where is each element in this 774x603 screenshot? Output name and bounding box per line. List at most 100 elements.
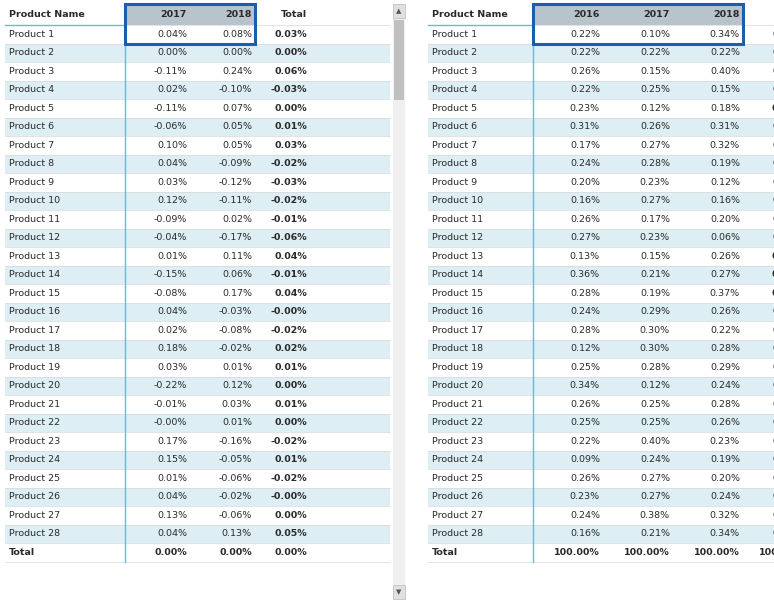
Text: -0.06%: -0.06% [270,233,307,242]
Text: 0.26%: 0.26% [640,122,670,131]
Bar [428,118,774,136]
Bar [673,4,743,25]
Text: 0.26%: 0.26% [772,400,774,409]
Text: 0.23%: 0.23% [640,233,670,242]
Text: 2017: 2017 [161,10,187,19]
Text: 0.23%: 0.23% [772,529,774,538]
Text: 0.06%: 0.06% [710,233,740,242]
Text: Product 25: Product 25 [432,474,483,483]
Text: 0.05%: 0.05% [222,122,252,131]
Text: 0.24%: 0.24% [570,308,600,316]
Text: 0.06%: 0.06% [274,67,307,76]
Text: 0.40%: 0.40% [640,437,670,446]
Bar [428,43,774,62]
Text: 0.21%: 0.21% [772,85,774,94]
Text: 0.23%: 0.23% [710,437,740,446]
Text: Total: Total [281,10,307,19]
Text: 0.27%: 0.27% [640,474,670,483]
Text: 0.05%: 0.05% [222,140,252,150]
Bar [428,358,774,376]
Text: 0.12%: 0.12% [157,196,187,205]
Text: 0.24%: 0.24% [570,511,600,520]
Text: 0.24%: 0.24% [710,492,740,501]
Text: -0.10%: -0.10% [218,85,252,94]
Bar [5,210,390,229]
Text: 0.23%: 0.23% [772,381,774,390]
Text: 0.06%: 0.06% [222,270,252,279]
Text: -0.06%: -0.06% [153,122,187,131]
Text: Product 21: Product 21 [9,400,60,409]
Text: Product 1: Product 1 [432,30,477,39]
Text: 0.27%: 0.27% [640,196,670,205]
Text: Total: Total [432,548,458,557]
Text: -0.09%: -0.09% [153,215,187,224]
Text: 0.04%: 0.04% [157,529,187,538]
Bar [428,265,774,284]
Text: Product 4: Product 4 [432,85,477,94]
Text: 0.20%: 0.20% [570,178,600,187]
Text: -0.03%: -0.03% [270,178,307,187]
Text: -0.15%: -0.15% [153,270,187,279]
Text: Product 28: Product 28 [432,529,483,538]
Text: 0.27%: 0.27% [710,270,740,279]
Text: 0.31%: 0.31% [570,122,600,131]
Bar [428,506,774,525]
Bar [428,210,774,229]
Text: 0.01%: 0.01% [274,400,307,409]
Text: Product 21: Product 21 [432,400,483,409]
Text: 0.19%: 0.19% [710,455,740,464]
Text: -0.02%: -0.02% [270,326,307,335]
Text: -0.00%: -0.00% [153,418,187,428]
Text: 0.32%: 0.32% [710,511,740,520]
Text: 0.28%: 0.28% [570,326,600,335]
Text: 0.01%: 0.01% [157,474,187,483]
Text: 0.04%: 0.04% [157,159,187,168]
Bar [5,192,390,210]
Text: 2016: 2016 [574,10,600,19]
Text: -0.09%: -0.09% [218,159,252,168]
Text: -0.02%: -0.02% [270,474,307,483]
Bar [428,432,774,450]
Text: 0.26%: 0.26% [710,251,740,260]
Text: 0.04%: 0.04% [157,30,187,39]
Bar [428,487,774,506]
Text: 0.04%: 0.04% [157,492,187,501]
Text: Product 3: Product 3 [9,67,54,76]
Text: Product 13: Product 13 [9,251,60,260]
Text: 0.03%: 0.03% [157,363,187,372]
Text: 0.27%: 0.27% [772,30,774,39]
Text: 0.17%: 0.17% [157,437,187,446]
Bar [428,469,774,487]
Bar [5,469,390,487]
Bar [5,303,390,321]
Text: 0.21%: 0.21% [772,215,774,224]
Text: Product 11: Product 11 [9,215,60,224]
Text: 0.22%: 0.22% [570,30,600,39]
Text: 0.00%: 0.00% [274,548,307,557]
Bar [5,247,390,265]
Bar [428,414,774,432]
Text: 0.22%: 0.22% [570,85,600,94]
Text: Product 18: Product 18 [9,344,60,353]
Text: 0.32%: 0.32% [710,140,740,150]
Text: -0.11%: -0.11% [153,104,187,113]
Text: -0.01%: -0.01% [153,400,187,409]
Bar [428,284,774,303]
Text: -0.08%: -0.08% [153,289,187,298]
Text: 0.25%: 0.25% [570,418,600,428]
Text: 0.28%: 0.28% [772,289,774,298]
Text: Product 24: Product 24 [9,455,60,464]
Text: 0.22%: 0.22% [772,48,774,57]
Text: -0.06%: -0.06% [218,474,252,483]
Text: Product 12: Product 12 [432,233,483,242]
Bar [428,25,774,43]
Text: Product 5: Product 5 [9,104,54,113]
Bar [393,4,405,18]
Text: 0.27%: 0.27% [640,492,670,501]
Text: 0.22%: 0.22% [640,48,670,57]
Text: Product 23: Product 23 [9,437,60,446]
Text: Product 26: Product 26 [432,492,483,501]
Text: 0.00%: 0.00% [157,48,187,57]
Text: -0.22%: -0.22% [153,381,187,390]
Text: Product 1: Product 1 [9,30,54,39]
